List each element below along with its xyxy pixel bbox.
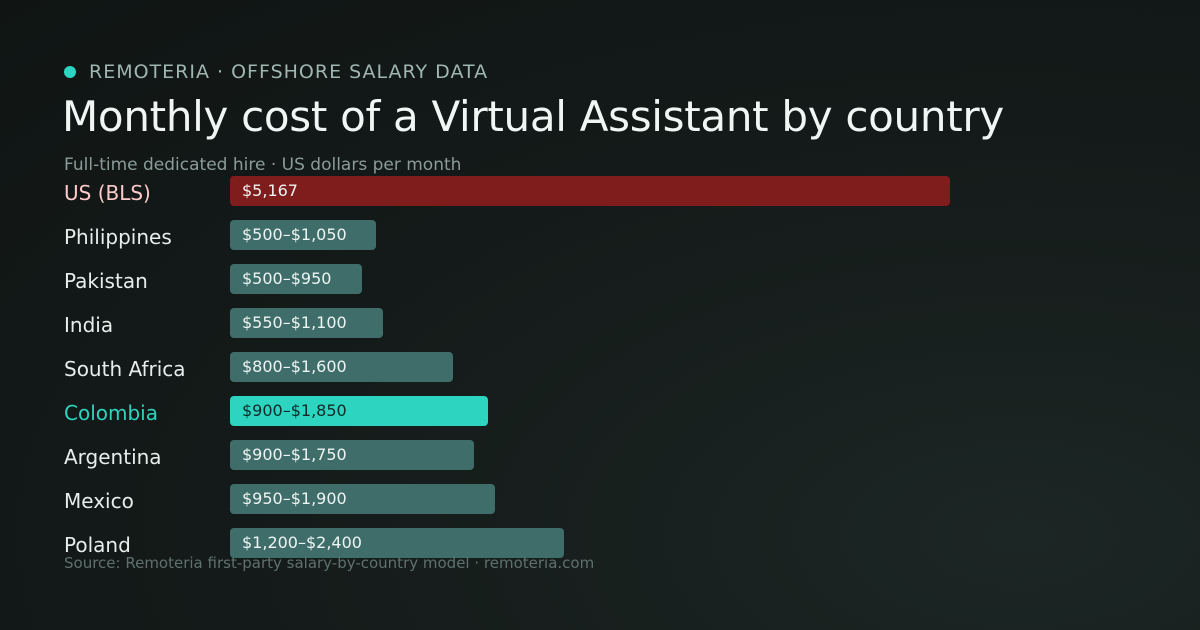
category-label: South Africa	[64, 357, 186, 381]
chart-title: Monthly cost of a Virtual Assistant by c…	[62, 92, 1004, 141]
brand-header: REMOTERIA · OFFSHORE SALARY DATA	[64, 60, 488, 84]
category-label: India	[64, 313, 114, 337]
bar: $500–$950	[230, 264, 362, 294]
category-label: Argentina	[64, 445, 162, 469]
bar-value-label: $550–$1,100	[242, 313, 347, 332]
bar: $900–$1,750	[230, 440, 474, 470]
category-label: Pakistan	[64, 269, 148, 293]
brand-dot-icon	[64, 66, 76, 78]
bar-value-label: $5,167	[242, 181, 298, 200]
bar: $1,200–$2,400	[230, 528, 564, 558]
bar-value-label: $500–$950	[242, 269, 332, 288]
chart-subtitle: Full-time dedicated hire · US dollars pe…	[64, 155, 462, 175]
bar-value-label: $800–$1,600	[242, 357, 347, 376]
bar: $800–$1,600	[230, 352, 453, 382]
bar: $950–$1,900	[230, 484, 495, 514]
bar: $550–$1,100	[230, 308, 383, 338]
bar-value-label: $1,200–$2,400	[242, 533, 362, 552]
bar: $900–$1,850	[230, 396, 488, 426]
bar-value-label: $500–$1,050	[242, 225, 347, 244]
bar-value-label: $950–$1,900	[242, 489, 347, 508]
source-note: Source: Remoteria first-party salary-by-…	[64, 554, 595, 572]
brand-text: REMOTERIA · OFFSHORE SALARY DATA	[89, 61, 489, 83]
category-label: Mexico	[64, 489, 134, 513]
category-label: US (BLS)	[64, 181, 151, 205]
category-label: Philippines	[64, 225, 172, 249]
category-label: Colombia	[64, 401, 158, 425]
bar: $500–$1,050	[230, 220, 376, 250]
bar-value-label: $900–$1,750	[242, 445, 347, 464]
bar: $5,167	[230, 176, 950, 206]
bar-value-label: $900–$1,850	[242, 401, 347, 420]
category-label: Poland	[64, 533, 131, 557]
